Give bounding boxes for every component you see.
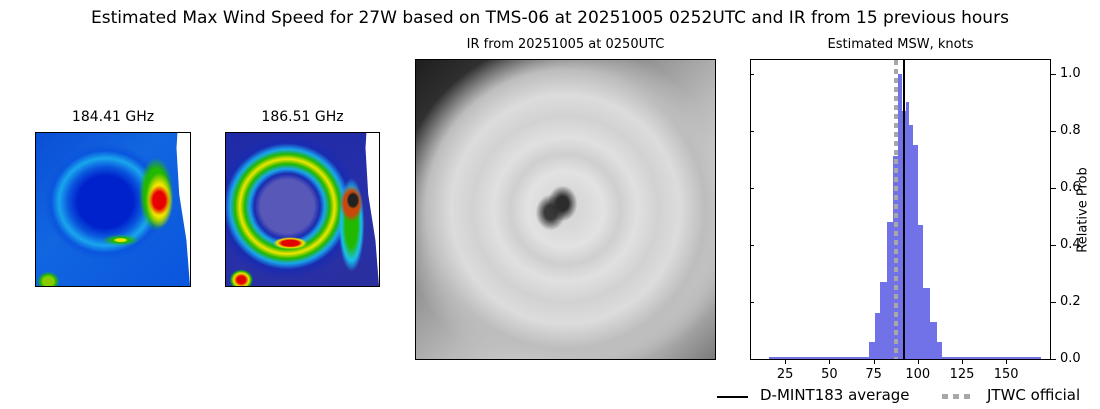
x-tick xyxy=(873,360,875,364)
histogram-bar xyxy=(869,341,876,359)
jtwc-official-line xyxy=(893,60,898,359)
mw2-title: 186.51 GHz xyxy=(261,109,344,125)
y-tick-label: 0.0 xyxy=(1060,351,1081,366)
y-tick xyxy=(1051,359,1056,360)
y-tick xyxy=(1051,244,1056,246)
y-tick-inner xyxy=(750,73,754,75)
y-tick-inner xyxy=(750,301,754,303)
histogram-bar xyxy=(886,221,894,359)
y-tick xyxy=(1051,130,1056,132)
x-tick-label: 125 xyxy=(949,367,975,382)
d-mint183-average-line xyxy=(902,60,905,359)
histogram-bar xyxy=(912,144,918,359)
ir-satellite-image xyxy=(415,59,716,360)
histogram-bar xyxy=(922,287,930,359)
no-data-region xyxy=(176,133,190,286)
mw1-title: 184.41 GHz xyxy=(71,109,155,125)
legend-official-swatch xyxy=(942,394,974,399)
y-tick-inner xyxy=(750,359,754,360)
ir-title: IR from 20251005 at 0250UTC xyxy=(466,37,665,52)
y-tick-inner xyxy=(750,187,754,189)
x-tick xyxy=(962,360,963,364)
y-tick xyxy=(1051,187,1056,189)
x-tick xyxy=(785,360,787,364)
y-tick-inner xyxy=(750,130,754,132)
hist-title: Estimated MSW, knots xyxy=(827,37,974,52)
legend-average-label: D-MINT183 average xyxy=(760,386,910,404)
histogram-bar xyxy=(929,321,937,359)
y-tick-label: 0.6 xyxy=(1060,179,1081,195)
x-tick xyxy=(829,360,831,364)
x-tick xyxy=(917,360,919,364)
histogram-bar xyxy=(874,313,881,359)
no-data-region xyxy=(365,133,379,286)
x-tick-label: 100 xyxy=(905,367,931,382)
y-tick-label: 0.4 xyxy=(1060,236,1081,252)
figure-suptitle: Estimated Max Wind Speed for 27W based o… xyxy=(91,8,1009,28)
x-tick-label: 150 xyxy=(993,367,1019,382)
y-tick xyxy=(1051,301,1056,303)
histogram-bar xyxy=(879,281,888,359)
legend-average-swatch xyxy=(717,396,748,398)
microwave-image-186ghz xyxy=(225,132,380,287)
msw-histogram xyxy=(750,59,1051,360)
histogram-bar xyxy=(905,102,909,359)
histogram-bar xyxy=(917,224,923,359)
histogram-bar xyxy=(936,341,943,359)
y-tick-inner xyxy=(750,244,754,246)
microwave-image-184ghz xyxy=(35,132,191,287)
x-tick-label: 75 xyxy=(865,367,882,382)
histogram-bar xyxy=(897,73,903,359)
y-axis-title: Relative Prob xyxy=(1075,167,1091,253)
y-tick-label: 1.0 xyxy=(1060,65,1081,81)
y-tick xyxy=(1051,73,1056,75)
y-tick-label: 0.8 xyxy=(1060,122,1081,138)
x-tick-label: 25 xyxy=(776,367,794,382)
x-tick xyxy=(1006,360,1008,364)
y-tick-label: 0.2 xyxy=(1060,293,1081,309)
histogram-bar xyxy=(908,124,914,359)
legend-official-label: JTWC official xyxy=(987,386,1081,404)
x-tick-label: 50 xyxy=(821,367,838,382)
